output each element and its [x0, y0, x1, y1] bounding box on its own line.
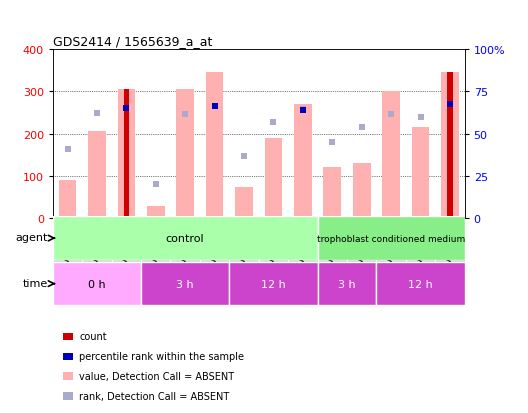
- Bar: [382, 92, 400, 219]
- Text: GSM136129: GSM136129: [151, 221, 161, 275]
- Bar: [294, 104, 312, 219]
- Text: agent: agent: [15, 233, 48, 242]
- Text: GSM136127: GSM136127: [92, 221, 101, 275]
- Text: rank, Detection Call = ABSENT: rank, Detection Call = ABSENT: [79, 391, 230, 401]
- FancyBboxPatch shape: [317, 219, 347, 271]
- Bar: [447, 73, 452, 219]
- Bar: [59, 181, 77, 219]
- FancyBboxPatch shape: [406, 219, 435, 271]
- Bar: [206, 73, 223, 219]
- FancyBboxPatch shape: [317, 262, 376, 306]
- Text: GSM136139: GSM136139: [446, 221, 455, 275]
- FancyBboxPatch shape: [53, 219, 82, 271]
- FancyBboxPatch shape: [376, 219, 406, 271]
- Bar: [88, 132, 106, 219]
- Bar: [118, 90, 135, 219]
- FancyBboxPatch shape: [317, 217, 465, 260]
- FancyBboxPatch shape: [376, 262, 465, 306]
- FancyBboxPatch shape: [288, 219, 317, 271]
- FancyBboxPatch shape: [347, 219, 376, 271]
- FancyBboxPatch shape: [229, 262, 317, 306]
- Text: time: time: [22, 278, 48, 288]
- Text: GSM136131: GSM136131: [210, 221, 219, 275]
- Text: GSM136132: GSM136132: [240, 221, 249, 275]
- FancyBboxPatch shape: [229, 219, 259, 271]
- Text: control: control: [166, 233, 204, 244]
- Bar: [147, 206, 165, 219]
- FancyBboxPatch shape: [111, 219, 141, 271]
- Text: 3 h: 3 h: [176, 279, 194, 289]
- Text: GSM136135: GSM136135: [328, 221, 337, 275]
- Text: GDS2414 / 1565639_a_at: GDS2414 / 1565639_a_at: [53, 36, 212, 48]
- Bar: [353, 164, 371, 219]
- Bar: [324, 168, 341, 219]
- Text: 3 h: 3 h: [338, 279, 356, 289]
- Text: GSM136138: GSM136138: [416, 221, 425, 275]
- FancyBboxPatch shape: [141, 262, 229, 306]
- FancyBboxPatch shape: [259, 219, 288, 271]
- Text: GSM136134: GSM136134: [298, 221, 307, 275]
- Text: GSM136133: GSM136133: [269, 221, 278, 275]
- Bar: [441, 73, 459, 219]
- FancyBboxPatch shape: [435, 219, 465, 271]
- Text: 12 h: 12 h: [408, 279, 433, 289]
- Bar: [412, 128, 429, 219]
- FancyBboxPatch shape: [200, 219, 229, 271]
- FancyBboxPatch shape: [53, 217, 317, 260]
- Text: percentile rank within the sample: percentile rank within the sample: [79, 351, 244, 361]
- Bar: [235, 187, 253, 219]
- Text: GSM136128: GSM136128: [122, 221, 131, 275]
- FancyBboxPatch shape: [53, 262, 141, 306]
- Text: 12 h: 12 h: [261, 279, 286, 289]
- Bar: [176, 90, 194, 219]
- Text: GSM136137: GSM136137: [386, 221, 395, 275]
- Text: count: count: [79, 332, 107, 342]
- FancyBboxPatch shape: [141, 219, 171, 271]
- Text: GSM136130: GSM136130: [181, 221, 190, 275]
- FancyBboxPatch shape: [82, 219, 111, 271]
- Bar: [265, 138, 282, 219]
- FancyBboxPatch shape: [171, 219, 200, 271]
- Bar: [124, 90, 129, 219]
- Text: value, Detection Call = ABSENT: value, Detection Call = ABSENT: [79, 371, 234, 381]
- Text: GSM136136: GSM136136: [357, 221, 366, 275]
- Text: 0 h: 0 h: [88, 279, 106, 289]
- Text: GSM136126: GSM136126: [63, 221, 72, 275]
- Text: trophoblast conditioned medium: trophoblast conditioned medium: [317, 234, 465, 243]
